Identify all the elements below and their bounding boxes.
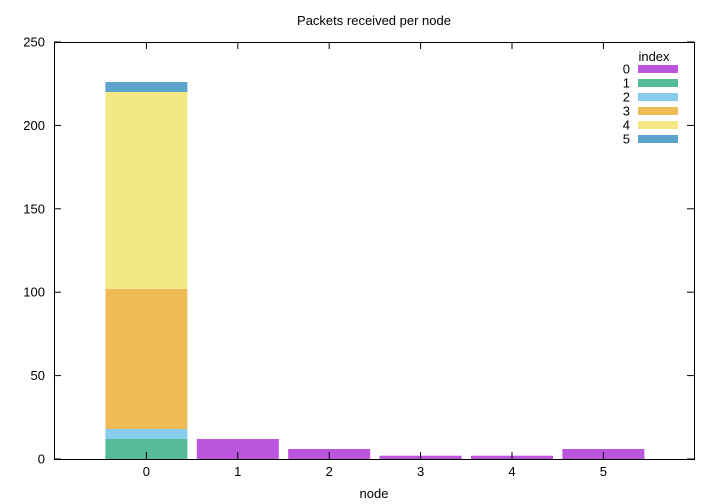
bar-node-0-index-2 (105, 429, 188, 439)
x-axis-label: node (360, 486, 389, 501)
legend-swatch-3 (638, 107, 678, 115)
x-axis-ticks: 0 1 2 3 4 5 (143, 42, 607, 479)
y-tick-label-50: 50 (31, 368, 45, 383)
x-tick-label-0: 0 (143, 464, 150, 479)
legend-label-0: 0 (623, 62, 630, 77)
legend-swatch-0 (638, 65, 678, 73)
x-tick-label-3: 3 (417, 464, 424, 479)
legend-title: index (638, 49, 670, 64)
x-tick-label-5: 5 (600, 464, 607, 479)
bar-node-1-index-0 (196, 439, 279, 459)
legend-label-4: 4 (623, 118, 630, 133)
bar-node-0-index-3 (105, 288, 188, 429)
chart-title: Packets received per node (297, 13, 451, 28)
legend-label-3: 3 (623, 104, 630, 119)
y-tick-label-250: 250 (23, 35, 45, 50)
plot-frame (54, 42, 695, 460)
y-tick-label-100: 100 (23, 285, 45, 300)
y-tick-label-200: 200 (23, 118, 45, 133)
legend-label-1: 1 (623, 76, 630, 91)
x-tick-label-1: 1 (234, 464, 241, 479)
legend-label-2: 2 (623, 90, 630, 105)
legend-swatch-4 (638, 121, 678, 129)
bars-layer (105, 82, 645, 459)
legend-swatch-1 (638, 79, 678, 87)
y-tick-label-0: 0 (38, 452, 45, 467)
bar-node-0-index-4 (105, 92, 188, 289)
y-tick-label-150: 150 (23, 201, 45, 216)
legend-swatch-5 (638, 135, 678, 143)
legend-swatch-2 (638, 93, 678, 101)
legend-label-5: 5 (623, 132, 630, 147)
x-tick-label-4: 4 (508, 464, 515, 479)
x-tick-label-2: 2 (326, 464, 333, 479)
bar-node-0-index-5 (105, 82, 188, 92)
bar-node-0-index-1 (105, 439, 188, 459)
